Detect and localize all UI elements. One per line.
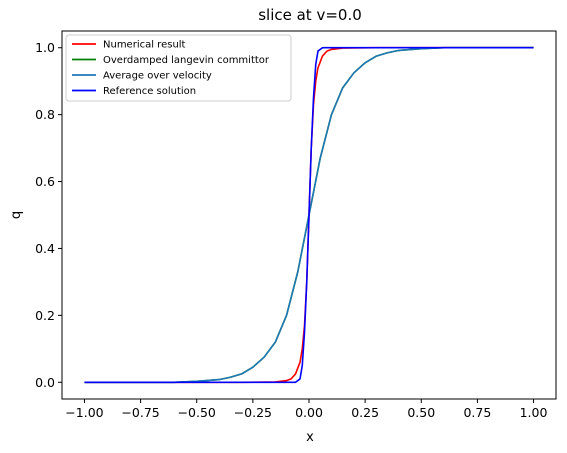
y-tick-label: 0.0 — [35, 375, 55, 390]
legend-label: Average over velocity — [103, 71, 212, 82]
y-tick-label: 0.4 — [35, 241, 55, 256]
x-tick-label: 0.50 — [407, 405, 435, 420]
x-tick-label: 0.25 — [351, 405, 379, 420]
chart-title: slice at v=0.0 — [258, 6, 362, 24]
x-axis: −1.00 −0.75 −0.50 −0.25 0.00 0.25 0.50 0.75 1.00 — [65, 399, 548, 420]
legend-label: Numerical result — [103, 40, 186, 51]
x-tick-label: 0.75 — [463, 405, 491, 420]
y-tick-label: 1.0 — [35, 40, 55, 55]
y-tick-label: 0.2 — [35, 308, 55, 323]
y-tick-label: 0.8 — [35, 107, 55, 122]
x-tick-label: 1.00 — [520, 405, 548, 420]
legend-label: Overdamped langevin committor — [103, 55, 270, 66]
x-tick-label: −1.00 — [65, 405, 103, 420]
legend-label: Reference solution — [103, 86, 196, 97]
x-tick-label: 0.00 — [295, 405, 323, 420]
x-tick-label: −0.50 — [178, 405, 216, 420]
x-axis-label: x — [306, 430, 314, 445]
y-axis-label: q — [9, 211, 24, 219]
series-layer — [84, 46, 534, 384]
y-axis: 0.0 0.2 0.4 0.6 0.8 1.0 — [35, 40, 62, 390]
y-tick-label: 0.6 — [35, 174, 55, 189]
x-tick-label: −0.75 — [121, 405, 159, 420]
legend-box — [65, 34, 292, 102]
series-line-3 — [84, 46, 534, 384]
x-tick-label: −0.25 — [234, 405, 272, 420]
legend: Numerical result Overdamped langevin comm… — [65, 34, 292, 102]
